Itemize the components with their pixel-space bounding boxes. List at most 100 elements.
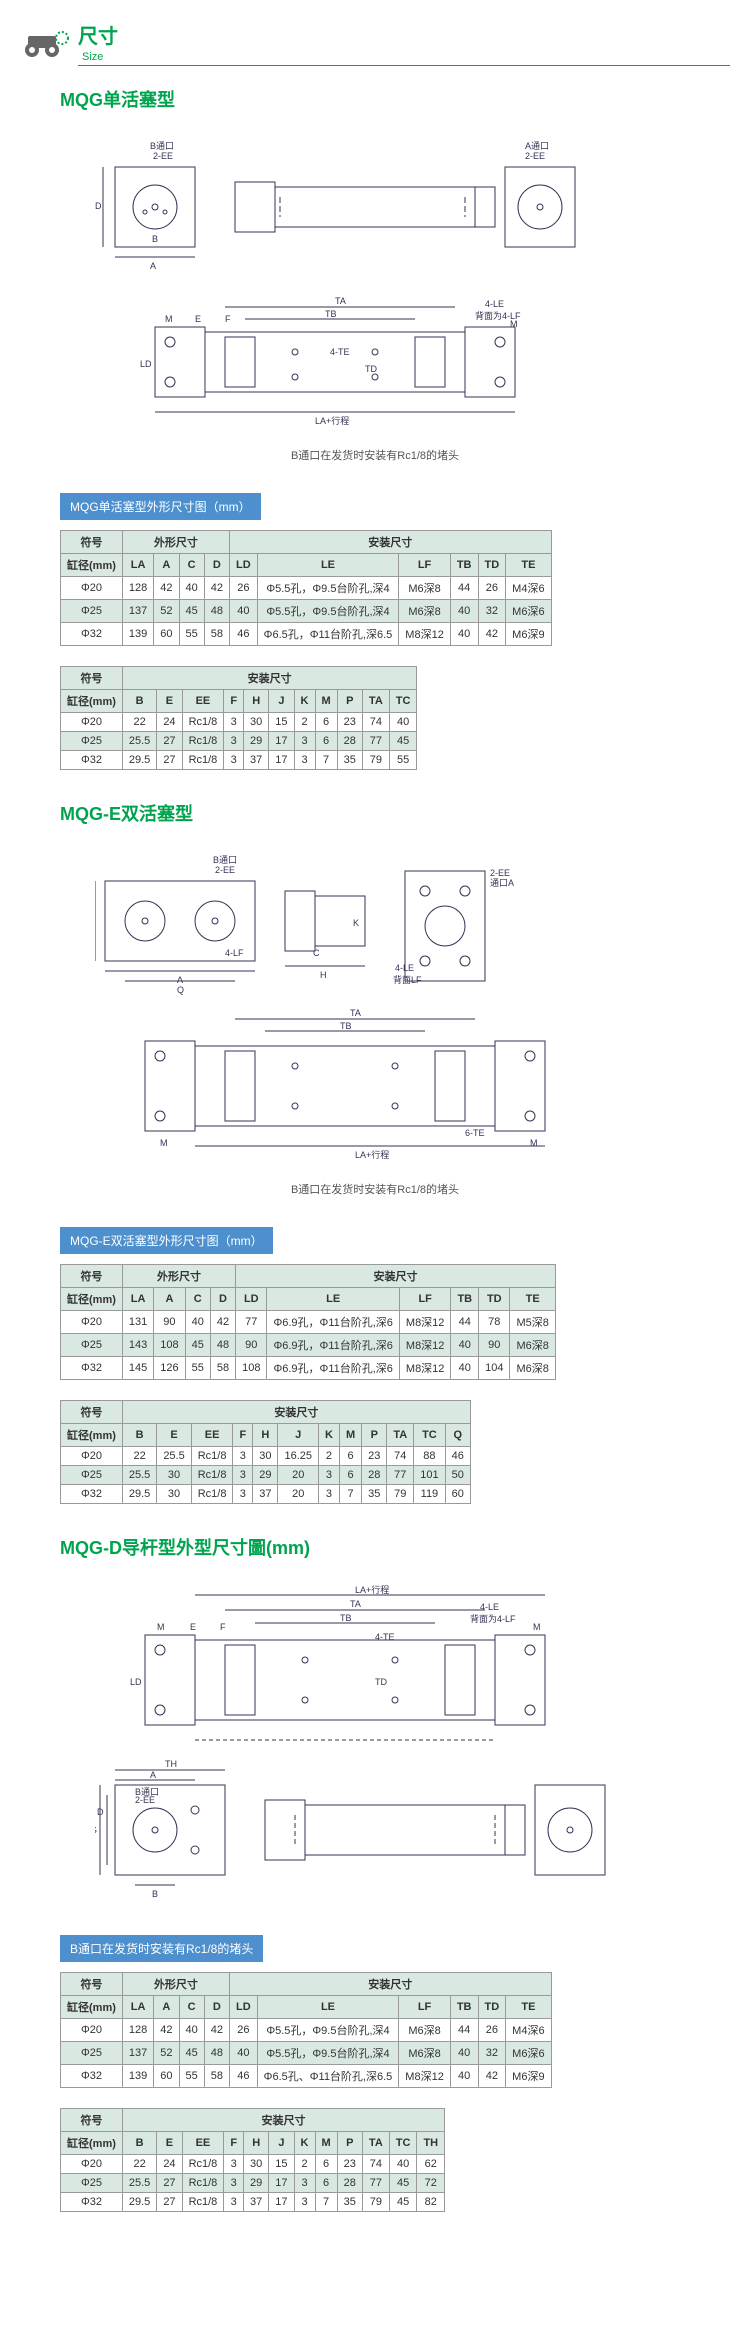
th: TC xyxy=(389,2132,417,2155)
td: 78 xyxy=(479,1311,510,1334)
td: 104 xyxy=(479,1357,510,1380)
th: K xyxy=(294,2132,315,2155)
td: 37 xyxy=(253,1485,278,1504)
td: 28 xyxy=(362,1466,387,1485)
th: E xyxy=(157,1424,191,1447)
td: 90 xyxy=(479,1334,510,1357)
th: P xyxy=(362,1424,387,1447)
svg-text:K: K xyxy=(353,918,359,928)
th: J xyxy=(278,1424,319,1447)
svg-text:M: M xyxy=(165,314,173,324)
td: 88 xyxy=(414,1447,445,1466)
td: 42 xyxy=(204,2019,229,2042)
th: TE xyxy=(510,1288,555,1311)
td: 29.5 xyxy=(122,2193,156,2212)
svg-text:TD: TD xyxy=(365,364,377,374)
td: 45 xyxy=(389,732,417,751)
td: 40 xyxy=(451,1357,479,1380)
td: 58 xyxy=(204,2065,229,2088)
th: 安装尺寸 xyxy=(122,2109,444,2132)
td: 40 xyxy=(450,2042,478,2065)
td: Φ32 xyxy=(61,623,123,646)
td: Φ25 xyxy=(61,1334,123,1357)
diagram-mqgd: LA+行程 TA TB MEF 4-LE背面为4-LF 4-TE LDTD M … xyxy=(20,1575,730,1915)
td: 25.5 xyxy=(122,732,156,751)
svg-text:E: E xyxy=(190,1622,196,1632)
th: C xyxy=(179,1996,204,2019)
td: 77 xyxy=(362,732,389,751)
th: K xyxy=(294,690,315,713)
td: 82 xyxy=(417,2193,445,2212)
th: 缸径(mm) xyxy=(61,1996,123,2019)
td: 50 xyxy=(445,1466,470,1485)
th: EE xyxy=(182,690,224,713)
td: 27 xyxy=(157,2174,182,2193)
td: 2 xyxy=(294,713,315,732)
td: M6深8 xyxy=(510,1334,555,1357)
th: J xyxy=(269,2132,294,2155)
th: LD xyxy=(230,554,258,577)
th: H xyxy=(244,690,269,713)
td: 42 xyxy=(210,1311,235,1334)
td: 131 xyxy=(122,1311,153,1334)
th: K xyxy=(319,1424,340,1447)
td: 40 xyxy=(450,2065,478,2088)
diagram-mqg: A D 2-EEB通口 B 2-EEA通口 LA+行程 TA TB MEF 4-… xyxy=(20,127,730,437)
td: 45 xyxy=(179,2042,204,2065)
svg-text:TD: TD xyxy=(375,1677,387,1687)
td: 3 xyxy=(224,2193,244,2212)
td: Φ25 xyxy=(61,600,123,623)
svg-text:Q: Q xyxy=(177,985,184,995)
td: 60 xyxy=(445,1485,470,1504)
th: D xyxy=(210,1288,235,1311)
svg-text:TA: TA xyxy=(350,1008,361,1018)
td: 37 xyxy=(244,2193,269,2212)
th: Q xyxy=(445,1424,470,1447)
td: M6深8 xyxy=(510,1357,555,1380)
td: 79 xyxy=(362,2193,389,2212)
td: Φ25 xyxy=(61,2174,123,2193)
td: 3 xyxy=(294,2193,315,2212)
th: P xyxy=(337,690,362,713)
th: M xyxy=(315,690,337,713)
td: M5深8 xyxy=(510,1311,555,1334)
td: M4深6 xyxy=(506,577,551,600)
svg-text:TB: TB xyxy=(340,1021,352,1031)
td: 3 xyxy=(319,1466,340,1485)
title-cn: 尺寸 xyxy=(78,26,118,48)
svg-text:H: H xyxy=(320,970,327,980)
td: Φ5.5孔，Φ9.5台阶孔,深4 xyxy=(257,577,399,600)
td: 29 xyxy=(253,1466,278,1485)
svg-text:2-EE: 2-EE xyxy=(525,151,545,161)
td: 79 xyxy=(362,751,389,770)
td: 40 xyxy=(230,600,258,623)
td: 137 xyxy=(122,600,153,623)
svg-text:背面LF: 背面LF xyxy=(393,974,422,985)
td: 30 xyxy=(253,1447,278,1466)
td: 25.5 xyxy=(122,2174,156,2193)
td: M6深8 xyxy=(399,2042,451,2065)
td: 40 xyxy=(230,2042,258,2065)
td: Φ32 xyxy=(61,2193,123,2212)
td: 44 xyxy=(450,2019,478,2042)
th: TC xyxy=(389,690,417,713)
svg-text:TH: TH xyxy=(165,1759,177,1769)
svg-text:B: B xyxy=(152,234,158,244)
td: M6深9 xyxy=(506,623,551,646)
td: 46 xyxy=(445,1447,470,1466)
td: 42 xyxy=(478,2065,506,2088)
td: 27 xyxy=(157,2193,182,2212)
svg-text:A通口: A通口 xyxy=(525,141,549,151)
th: TB xyxy=(451,1288,479,1311)
td: 7 xyxy=(339,1485,361,1504)
th: TB xyxy=(450,554,478,577)
th: TD xyxy=(478,554,506,577)
td: 139 xyxy=(122,623,153,646)
th: A xyxy=(154,1288,185,1311)
td: Φ20 xyxy=(61,2155,123,2174)
svg-text:B通口: B通口 xyxy=(135,1787,159,1797)
th: J xyxy=(269,690,294,713)
td: 30 xyxy=(244,713,269,732)
th: E xyxy=(157,2132,182,2155)
svg-text:2-EE: 2-EE xyxy=(215,865,235,875)
